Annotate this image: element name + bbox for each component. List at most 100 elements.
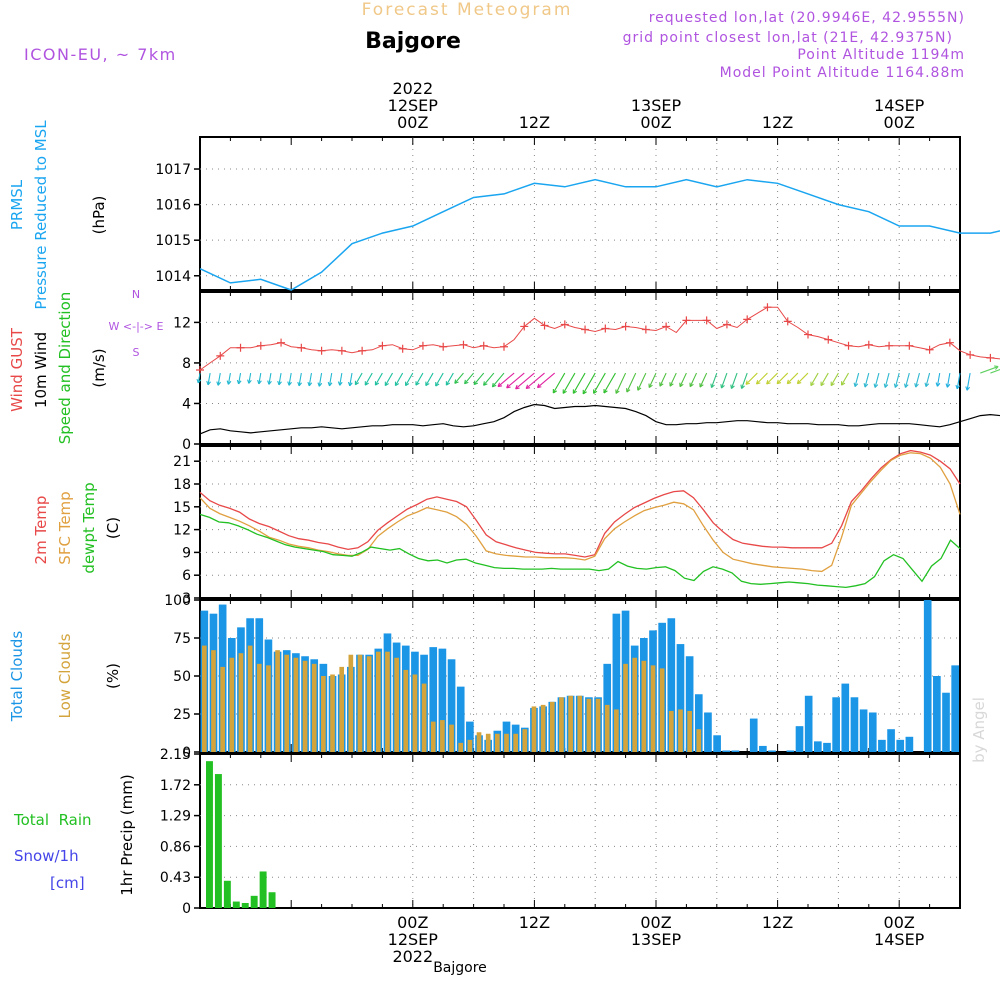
total-cloud-bar bbox=[456, 686, 465, 752]
wind-arrow bbox=[830, 372, 839, 386]
low-cloud-bar bbox=[659, 668, 665, 752]
wind-arrow-head bbox=[354, 380, 360, 386]
wind-arrow-head bbox=[196, 378, 202, 384]
y-tick-label: 8 bbox=[182, 356, 191, 372]
low-cloud-bar bbox=[229, 657, 235, 752]
wind-arrow-head bbox=[903, 383, 909, 388]
wind-arrow-head bbox=[562, 389, 567, 394]
total-cloud-bar bbox=[795, 726, 804, 752]
time-label-top: 12Z bbox=[519, 113, 550, 132]
low-cloud-bar bbox=[202, 645, 207, 752]
dew-line bbox=[199, 513, 961, 589]
gust-marker bbox=[358, 346, 367, 355]
total-cloud-bar bbox=[859, 709, 868, 752]
wind-arrow bbox=[492, 372, 505, 388]
total-cloud-bar bbox=[731, 750, 740, 752]
wind-arrow-head bbox=[277, 380, 282, 386]
wind-arrow-head bbox=[491, 382, 497, 388]
wind-arrow bbox=[786, 372, 799, 385]
time-label-bottom: 12Z bbox=[762, 913, 793, 932]
wind-arrow-head bbox=[552, 388, 558, 394]
low-cloud-bar bbox=[302, 660, 308, 752]
total-cloud-bar bbox=[768, 750, 776, 752]
compass-s: S bbox=[133, 346, 140, 359]
wind-arrow bbox=[874, 372, 880, 388]
wind-arrow-head bbox=[710, 383, 715, 389]
total-cloud-bar bbox=[923, 600, 932, 752]
wind-arrow bbox=[946, 372, 951, 388]
low-cloud-bar bbox=[540, 704, 546, 752]
wind-arrow-head bbox=[374, 381, 380, 386]
wind-arrow-head bbox=[525, 384, 531, 390]
wind-arrow bbox=[626, 372, 637, 393]
y-tick-label: 3 bbox=[182, 591, 191, 607]
wind-arrow bbox=[525, 372, 545, 389]
y-tick-label: 1015 bbox=[155, 233, 191, 249]
wind-arrow-head bbox=[247, 379, 252, 384]
total-cloud-bar bbox=[447, 659, 456, 752]
wind-arrow-head bbox=[287, 381, 292, 386]
wind-arrow bbox=[258, 372, 262, 384]
wind-arrow-head bbox=[572, 389, 578, 394]
wind-arrow bbox=[648, 372, 657, 388]
wind-arrow-head bbox=[327, 381, 333, 387]
gust-marker bbox=[743, 315, 752, 324]
wind-arrow-head bbox=[883, 383, 889, 388]
gust-marker bbox=[581, 325, 590, 334]
y-tick-label: 0 bbox=[182, 901, 191, 917]
wind-arrow bbox=[308, 372, 313, 386]
y-tick-label: 15 bbox=[173, 500, 191, 516]
y-tick-label: 0 bbox=[182, 745, 191, 761]
wind-arrow-head bbox=[615, 389, 620, 394]
rain-bar bbox=[232, 901, 240, 908]
low-cloud-bar bbox=[403, 669, 409, 752]
t2m-line bbox=[199, 449, 961, 558]
wind-arrow bbox=[339, 372, 343, 386]
low-cloud-bar bbox=[604, 704, 610, 752]
y-tick-label: 12 bbox=[173, 523, 191, 539]
wind-arrow bbox=[710, 372, 718, 388]
wind-arrow-head bbox=[786, 379, 792, 385]
wind-arrow bbox=[864, 372, 870, 388]
wind-arrow-head bbox=[626, 388, 631, 393]
low-cloud-bar bbox=[495, 733, 500, 752]
panel-frame-2 bbox=[199, 445, 961, 599]
wind-arrow bbox=[980, 366, 999, 374]
wind-arrow bbox=[248, 372, 252, 384]
low-cloud-bar bbox=[440, 720, 445, 752]
wind-arrow bbox=[669, 372, 677, 387]
low-cloud-bar bbox=[632, 657, 638, 752]
low-cloud-bar bbox=[293, 657, 299, 752]
low-cloud-bar bbox=[211, 650, 216, 752]
low-cloud-bar bbox=[275, 650, 280, 752]
wind-arrow-head bbox=[515, 384, 520, 390]
super-title: Forecast Meteogram bbox=[362, 0, 573, 20]
wind-arrow-head bbox=[206, 380, 211, 386]
clouds-unit-label: (%) bbox=[104, 663, 122, 689]
wind-arrow-head bbox=[405, 381, 410, 387]
wind-arrow bbox=[741, 372, 748, 389]
rain-bar bbox=[206, 761, 213, 908]
wind-arrow bbox=[497, 372, 515, 387]
y-tick-label: 2.15 bbox=[160, 747, 191, 763]
snow-label: Snow/1h bbox=[14, 847, 79, 865]
total-cloud-bar bbox=[676, 644, 685, 752]
y-tick-label: 6 bbox=[182, 568, 191, 584]
wind-arrow bbox=[637, 372, 647, 391]
wind-arrow bbox=[915, 372, 920, 388]
wind-arrow bbox=[217, 372, 221, 386]
low-cloud-bar bbox=[238, 653, 244, 752]
total-cloud-bar bbox=[868, 712, 877, 752]
wind-arrow bbox=[227, 372, 231, 385]
wind-arrow-head bbox=[679, 382, 684, 388]
wind-arrow bbox=[659, 372, 667, 387]
wind-arrow-head bbox=[257, 379, 262, 385]
wind-arrow-head bbox=[473, 380, 479, 386]
wind-arrow-head bbox=[637, 386, 642, 391]
total-cloud-bar bbox=[841, 683, 850, 752]
low-cloud-bar bbox=[247, 645, 253, 752]
y-tick-label: 1014 bbox=[155, 269, 191, 285]
low-cloud-bar bbox=[412, 674, 418, 752]
y-tick-label: 0.86 bbox=[160, 839, 191, 855]
compass-ew: W <-|-> E bbox=[109, 320, 164, 333]
